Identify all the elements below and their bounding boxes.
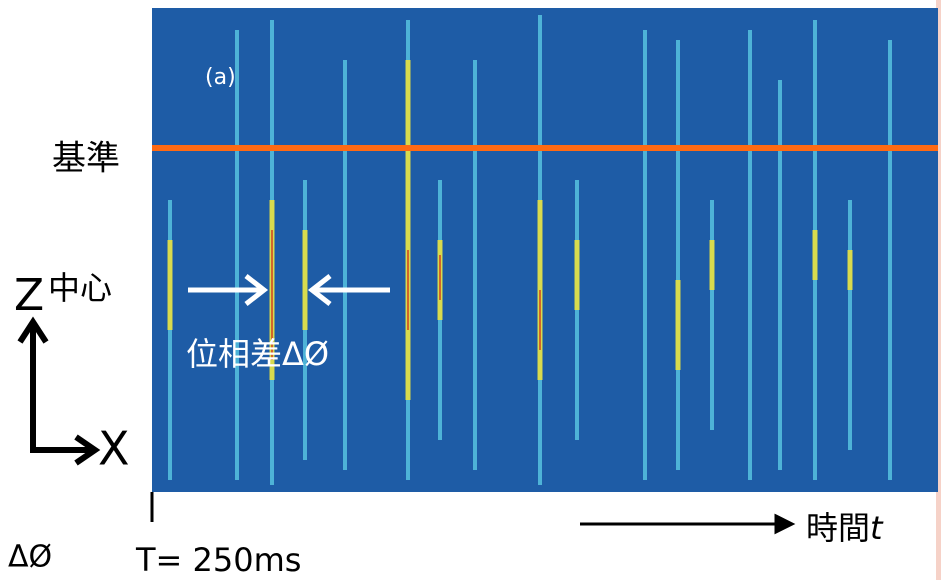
time-arrow <box>580 513 796 535</box>
reference-label: 基準 <box>52 139 120 179</box>
time-label: 時間t <box>806 509 884 547</box>
x-axis-label: X <box>98 422 130 476</box>
streaks <box>167 15 892 485</box>
arrow-head <box>307 274 332 306</box>
phase-difference-label: 位相差ΔØ <box>186 335 329 373</box>
arrow-head <box>17 316 49 344</box>
time-symbol: t <box>870 509 884 547</box>
axes-arrows <box>17 316 101 466</box>
arrow-head <box>774 513 796 535</box>
heatmap-image <box>152 8 938 492</box>
arrow-head <box>244 274 269 306</box>
delta-phi-label: ΔØ <box>8 540 52 575</box>
z-axis-label: Z <box>14 270 44 321</box>
edge <box>936 0 941 580</box>
phase-arrows <box>188 274 390 306</box>
arrow-head <box>74 434 101 466</box>
panel-label: (a) <box>205 65 236 90</box>
period-label: T= 250ms <box>135 541 301 579</box>
center-label: 中心 <box>48 269 112 307</box>
time-label-text: 時間 <box>806 509 870 547</box>
heatmap-background <box>152 8 938 492</box>
